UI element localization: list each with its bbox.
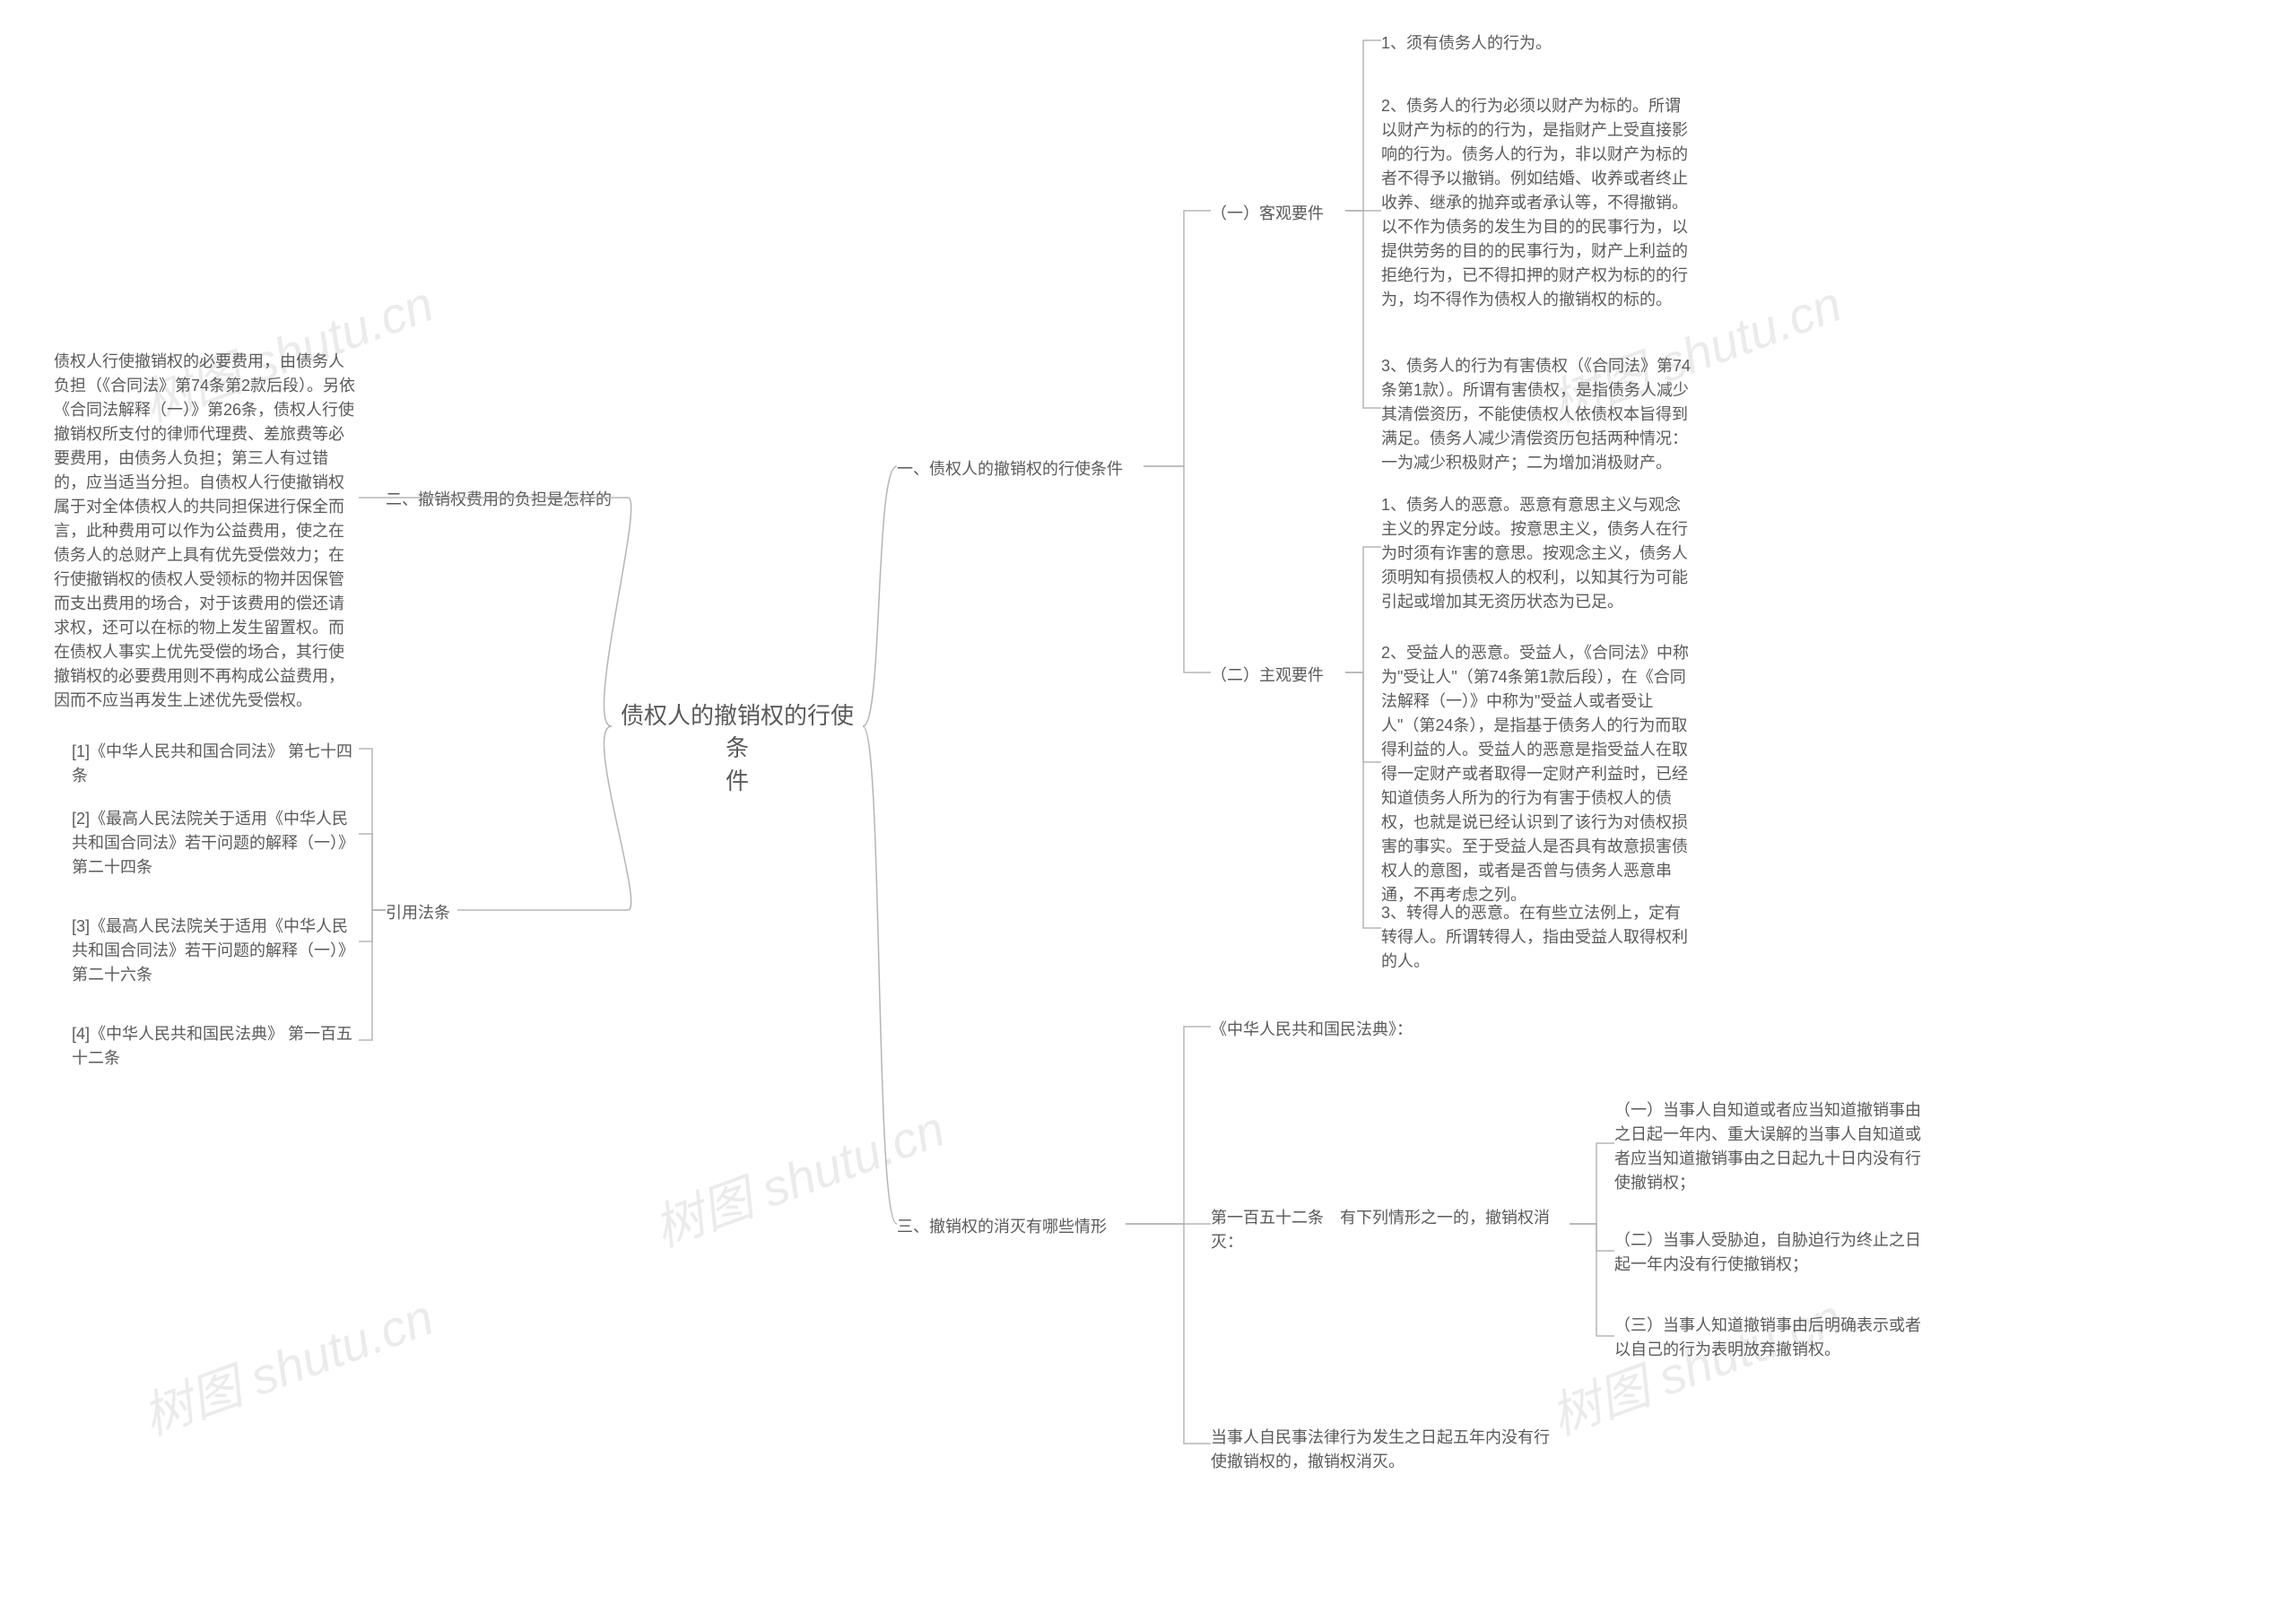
- watermark: 树图 shutu.cn: [1539, 1277, 1850, 1449]
- root-line1: 债权人的撤销权的行使条: [621, 702, 854, 761]
- obj-item-3: 3、债务人的行为有害债权（《合同法》第74条第1款）。所谓有害债权，是指债务人减…: [1381, 354, 1695, 475]
- cite-item-3: [3]《最高人民法院关于适用《中华人民共和国合同法》若干问题的解释（一）》第二十…: [72, 915, 359, 987]
- branch-3-art152: 第一百五十二条 有下列情形之一的，撤销权消灭：: [1211, 1206, 1570, 1254]
- root-node: 债权人的撤销权的行使条 件: [612, 699, 863, 797]
- branch-3-tail: 当事人自民事法律行为发生之日起五年内没有行使撤销权的，撤销权消灭。: [1211, 1426, 1552, 1474]
- cite-item-2: [2]《最高人民法院关于适用《中华人民共和国合同法》若干问题的解释（一）》第二十…: [72, 807, 359, 880]
- cite-item-1: [1]《中华人民共和国合同法》 第七十四条: [72, 740, 359, 788]
- branch-3-label: 三、撤销权的消灭有哪些情形: [897, 1215, 1107, 1239]
- obj-item-2: 2、债务人的行为必须以财产为标的。所谓以财产为标的的行为，是指财产上受直接影响的…: [1381, 94, 1695, 312]
- subj-item-2: 2、受益人的恶意。受益人，《合同法》中称为"受让人"（第74条第1款后段），在《…: [1381, 641, 1695, 907]
- subj-item-3: 3、转得人的恶意。在有些立法例上，定有转得人。所谓转得人，指由受益人取得权利的人…: [1381, 901, 1695, 974]
- branch-2-label: 二、撤销权费用的负担是怎样的: [386, 488, 612, 512]
- cite-item-4: [4]《中华人民共和国民法典》 第一百五十二条: [72, 1022, 359, 1071]
- branch-2-leaf: 债权人行使撤销权的必要费用，由债务人负担（《合同法》第74条第2款后段）。另依《…: [54, 350, 359, 713]
- subj-item-1: 1、债务人的恶意。恶意有意思主义与观念主义的界定分歧。按意思主义，债务人在行为时…: [1381, 493, 1695, 614]
- art152-item-2: （二）当事人受胁迫，自胁迫行为终止之日起一年内没有行使撤销权；: [1614, 1228, 1928, 1277]
- obj-item-1: 1、须有债务人的行为。: [1381, 31, 1552, 56]
- branch-1-subj-label: （二）主观要件: [1211, 664, 1324, 688]
- root-line2: 件: [726, 768, 749, 794]
- art152-item-1: （一）当事人自知道或者应当知道撤销事由之日起一年内、重大误解的当事人自知道或者应…: [1614, 1098, 1928, 1195]
- art152-item-3: （三）当事人知道撤销事由后明确表示或者以自己的行为表明放弃撤销权。: [1614, 1314, 1928, 1362]
- branch-3-code: 《中华人民共和国民法典》：: [1211, 1018, 1413, 1042]
- cites-label: 引用法条: [386, 901, 450, 925]
- branch-1-label: 一、债权人的撤销权的行使条件: [897, 457, 1123, 481]
- watermark: 树图 shutu.cn: [131, 1277, 442, 1449]
- branch-1-obj-label: （一）客观要件: [1211, 202, 1324, 226]
